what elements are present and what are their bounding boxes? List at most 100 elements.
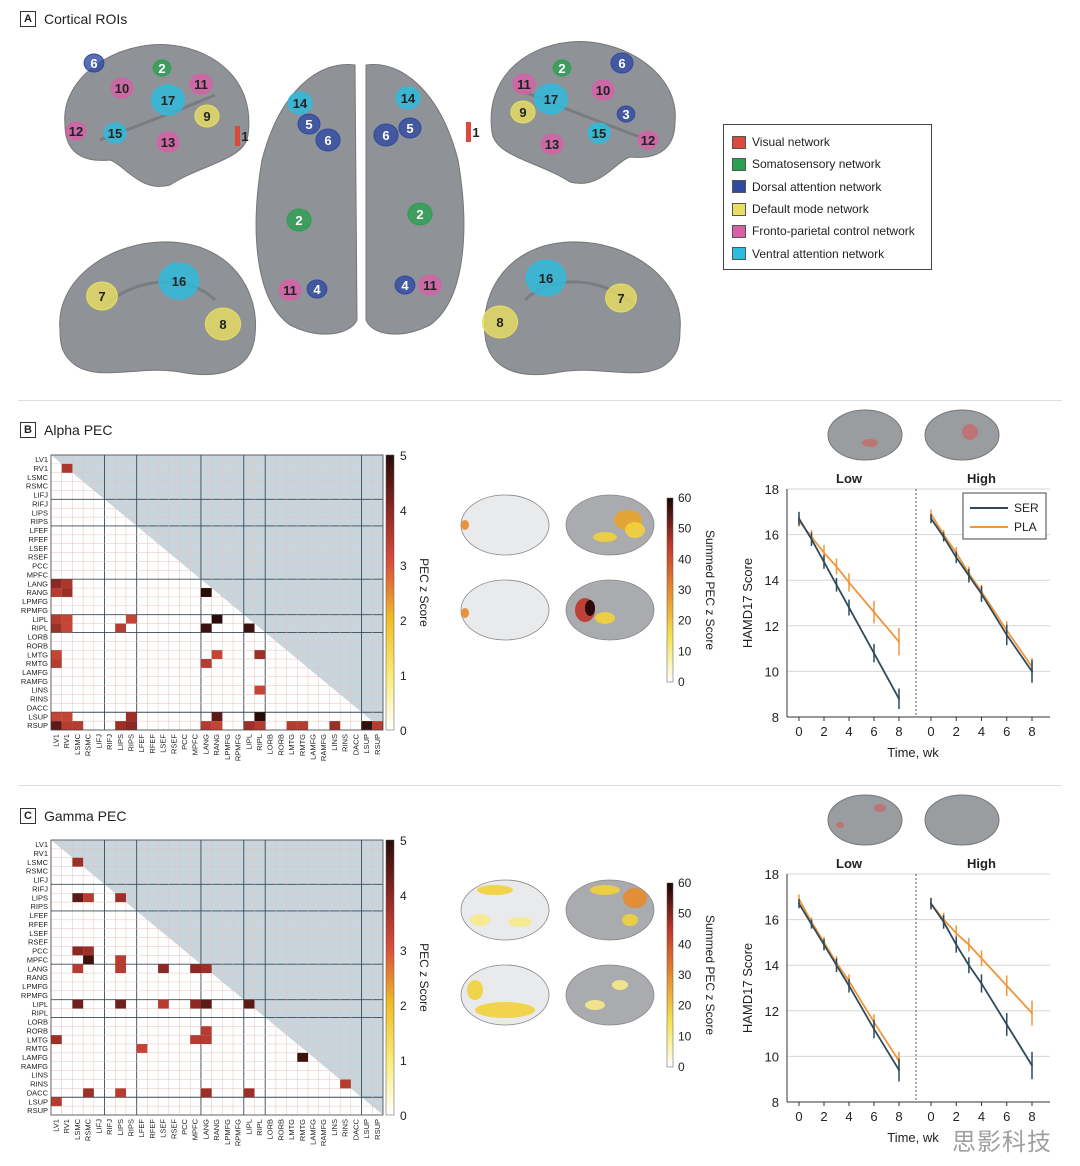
column-label: LIPS <box>116 734 125 750</box>
panel-title: Low <box>836 471 863 486</box>
column-label: LIPS <box>116 1119 125 1135</box>
gamma-pec-heatmap: LV1LV1RV1RV1LSMCLSMCRSMCRSMCLIFJLIFJRIFJ… <box>21 834 431 1146</box>
roi-number: 6 <box>90 56 97 71</box>
roi-marker: 6 <box>373 123 399 147</box>
colorbar-tick: 5 <box>400 449 407 463</box>
roi-marker: 6 <box>83 53 105 73</box>
column-label: LPMFG <box>223 1119 232 1145</box>
brain-inset <box>827 409 903 461</box>
summed-colorbar-label: Summed PEC z Score <box>703 915 717 1035</box>
heatmap-cell <box>211 721 223 730</box>
legend-label: Somatosensory network <box>752 157 881 172</box>
data-point <box>848 984 850 987</box>
roi-marker: 15 <box>103 122 127 144</box>
brain-view <box>565 879 655 941</box>
data-point <box>1005 633 1008 636</box>
roi-number: 8 <box>496 315 503 330</box>
row-label: LORB <box>28 633 48 642</box>
y-axis-label: HAMD17 Score <box>740 943 755 1033</box>
legend-swatch <box>732 180 746 194</box>
activation-patch <box>962 424 978 440</box>
roi-patch <box>151 84 185 116</box>
roi-number: 11 <box>517 77 531 92</box>
row-label: RSEF <box>28 938 48 947</box>
roi-patch <box>510 100 536 124</box>
column-label: LV1 <box>51 734 60 747</box>
row-label: RIPL <box>31 1009 48 1018</box>
roi-patch <box>204 307 242 341</box>
brain-inset <box>827 794 903 846</box>
heatmap-cell <box>61 579 73 589</box>
column-label: LIFJ <box>94 734 103 749</box>
heatmap-cell <box>329 721 341 730</box>
heatmap-cell <box>115 1088 126 1098</box>
activation-patch <box>874 804 886 812</box>
row-label: LV1 <box>35 840 48 849</box>
heatmap-cell <box>243 721 255 730</box>
column-label: RIFJ <box>105 1119 114 1135</box>
column-label: LSMC <box>73 733 82 754</box>
summed-colorbar-tick: 20 <box>678 614 692 628</box>
brain-surface <box>924 409 1000 461</box>
column-label: RORB <box>276 1119 285 1141</box>
row-label: RIFJ <box>32 884 48 893</box>
roi-marker: 12 <box>637 130 659 150</box>
data-point <box>980 957 983 960</box>
row-label: PCC <box>32 562 48 571</box>
heatmap-cell <box>72 946 84 956</box>
brain-view <box>565 579 655 641</box>
brain-surface <box>924 794 1000 846</box>
summed-colorbar-tick: 40 <box>678 552 692 566</box>
heatmap-cell <box>115 955 126 965</box>
activation-patch <box>836 822 844 828</box>
roi-patch <box>481 305 519 339</box>
roi-patch <box>286 208 312 232</box>
summed-colorbar-tick: 50 <box>678 907 692 921</box>
row-label: RAMFG <box>21 1062 48 1071</box>
column-label: LSEF <box>159 1119 168 1138</box>
roi-number: 12 <box>641 133 655 148</box>
roi-patch <box>605 283 637 313</box>
heatmap-cell <box>200 588 212 597</box>
roi-marker: 9 <box>194 104 220 128</box>
heatmap-cell <box>200 1026 212 1036</box>
heatmap-cell <box>83 955 94 965</box>
heatmap-cell <box>297 1052 309 1062</box>
column-label: LORB <box>266 734 275 754</box>
heatmap-cell <box>254 685 266 695</box>
x-tick-label: 0 <box>927 1109 934 1124</box>
data-point <box>898 640 900 643</box>
row-label: MPFC <box>27 570 49 579</box>
roi-marker: 2 <box>552 59 572 77</box>
panel-title: Alpha PEC <box>44 422 113 438</box>
heatmap-cell <box>115 999 126 1009</box>
roi-number: 11 <box>283 283 297 298</box>
heatmap-cell <box>372 721 383 730</box>
column-label: MPFC <box>191 1118 200 1140</box>
roi-marker: 10 <box>591 79 615 101</box>
summed-colorbar-tick: 0 <box>678 1060 685 1074</box>
roi-marker: 13 <box>156 131 180 153</box>
roi-patch <box>466 122 471 142</box>
heatmap-cell <box>115 893 126 903</box>
data-point <box>930 902 932 905</box>
roi-patch <box>407 202 433 226</box>
column-label: LMTG <box>287 1119 296 1140</box>
column-label: LMTG <box>287 734 296 755</box>
roi-patch <box>297 113 321 135</box>
roi-marker: 5 <box>297 113 321 135</box>
column-label: LANG <box>201 734 210 755</box>
heatmap-cell <box>51 614 62 624</box>
legend-item: Default mode network <box>732 198 923 220</box>
column-label: RIPL <box>255 1119 264 1136</box>
column-label: RSUP <box>373 734 382 755</box>
data-point <box>873 611 875 614</box>
column-label: LFEF <box>137 734 146 753</box>
roi-patch <box>587 122 611 144</box>
column-label: LAMFG <box>309 1119 318 1145</box>
x-tick-label: 6 <box>870 724 877 739</box>
upper-triangle-mask <box>51 455 383 730</box>
data-point <box>1031 1064 1033 1067</box>
column-label: RFEF <box>148 734 157 754</box>
column-label: RSMC <box>84 1118 93 1141</box>
